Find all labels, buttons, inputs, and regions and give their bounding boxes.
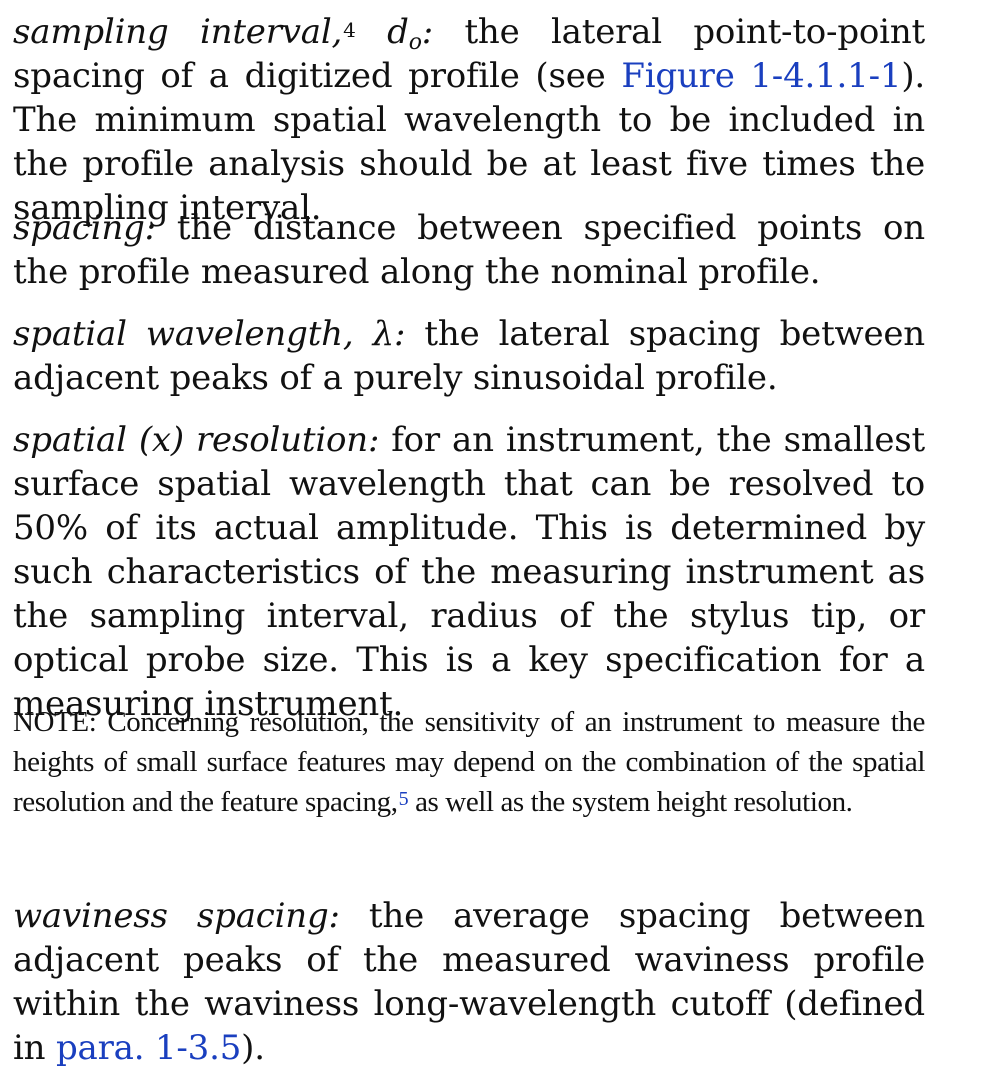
symbol-subscript-o: o [408,30,422,55]
footnote-ref-5[interactable]: 5 [398,788,409,810]
definition-spatial-resolution: spatial (x) resolution: for an instrumen… [13,418,925,726]
symbol-colon: : [421,12,434,52]
definition-text: the lateral point-to-point spacing of a … [13,12,926,96]
definition-waviness-spacing: waviness spacing: the average spacing be… [13,894,925,1070]
definition-spacing: spacing: the distance between specified … [13,206,925,294]
definition-text: ). [241,1028,265,1068]
term-sampling-interval: sampling interval, [13,12,343,52]
term-waviness-spacing: waviness spacing: [13,896,340,936]
note-text: as well as the system height resolution. [408,786,853,818]
figure-link[interactable]: Figure 1-4.1.1-1 [621,56,902,96]
term-spatial-wavelength: spatial wavelength, λ: [13,314,406,354]
symbol-d: d [387,12,409,52]
footnote-ref-4[interactable]: 4 [343,18,356,42]
definition-text: ). The minimum spatial wavelength to be … [13,56,925,228]
term-spacing: spacing: [13,208,156,248]
definition-text: the lateral spacing between adjacent pea… [13,314,925,398]
definition-spatial-wavelength: spatial wavelength, λ: the lateral spaci… [13,312,925,400]
document-page: { "definitions": [ { "term": "sampling i… [13,10,926,1068]
definition-text: the distance between specified points on… [13,208,925,292]
note-text: NOTE: Concerning resolution, the sensiti… [13,706,925,818]
para-link[interactable]: para. 1-3.5 [55,1028,242,1068]
resolution-note: NOTE: Concerning resolution, the sensiti… [13,702,925,822]
definition-text: for an instrument, the smallest surface … [13,420,925,724]
definition-sampling-interval: sampling interval,4 do: the lateral poin… [13,10,925,230]
definition-text: the average spacing between adjacent pea… [13,896,925,1068]
term-spatial-resolution: spatial (x) resolution: [13,420,380,460]
